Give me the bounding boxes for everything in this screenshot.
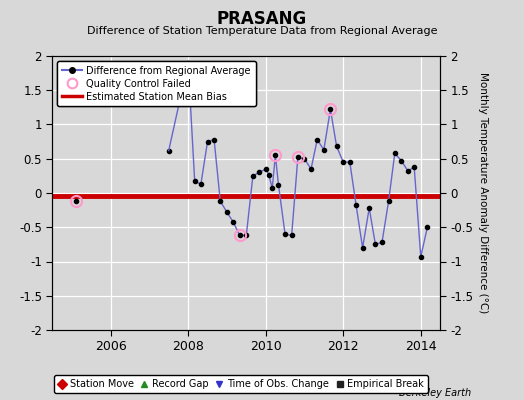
Text: Berkeley Earth: Berkeley Earth (399, 388, 472, 398)
Legend: Difference from Regional Average, Quality Control Failed, Estimated Station Mean: Difference from Regional Average, Qualit… (57, 61, 256, 106)
Text: Difference of Station Temperature Data from Regional Average: Difference of Station Temperature Data f… (87, 26, 437, 36)
Y-axis label: Monthly Temperature Anomaly Difference (°C): Monthly Temperature Anomaly Difference (… (478, 72, 488, 314)
Legend: Station Move, Record Gap, Time of Obs. Change, Empirical Break: Station Move, Record Gap, Time of Obs. C… (54, 375, 428, 393)
Text: PRASANG: PRASANG (217, 10, 307, 28)
